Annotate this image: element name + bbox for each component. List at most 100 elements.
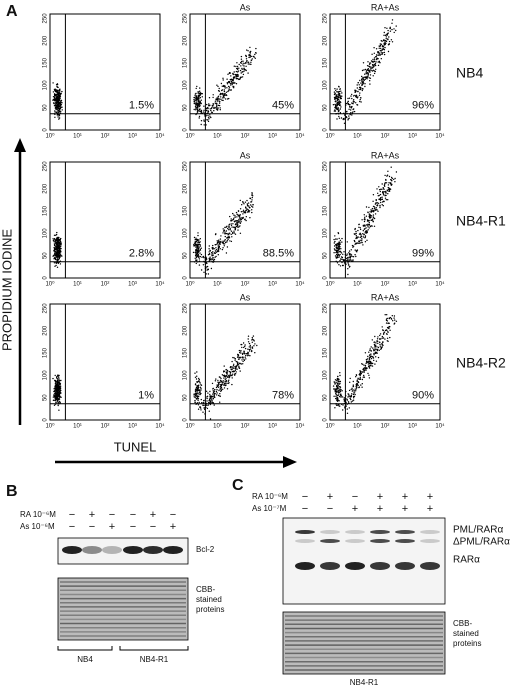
event-dot (373, 52, 375, 54)
event-dot (55, 402, 57, 404)
event-dot (245, 69, 247, 72)
event-dot (370, 350, 372, 352)
event-dot (240, 61, 242, 64)
event-dot (220, 386, 222, 389)
event-dot (351, 102, 353, 104)
event-dot (346, 408, 348, 410)
event-dot (251, 338, 254, 340)
event-dot (355, 390, 357, 392)
event-dot (229, 374, 231, 376)
panel-label: B (6, 483, 18, 500)
event-dot (241, 204, 243, 206)
event-dot (55, 376, 58, 378)
event-dot (60, 101, 62, 103)
event-dot (348, 394, 350, 396)
event-dot (203, 260, 205, 263)
event-dot (339, 92, 341, 95)
event-dot (242, 62, 244, 64)
event-dot (375, 61, 377, 63)
event-dot (377, 342, 379, 345)
event-dot (333, 91, 336, 93)
event-dot (207, 404, 210, 406)
treatment-label: As (240, 292, 251, 302)
event-dot (338, 378, 340, 381)
event-dot (225, 374, 227, 377)
event-dot (337, 400, 339, 402)
event-dot (339, 374, 341, 377)
event-dot (337, 232, 340, 235)
event-dot (334, 407, 336, 409)
event-dot (364, 367, 367, 370)
event-dot (383, 39, 385, 41)
event-dot (226, 371, 228, 374)
event-dot (55, 254, 58, 257)
event-dot (249, 344, 251, 347)
event-dot (59, 106, 61, 108)
event-dot (380, 347, 383, 350)
event-dot (228, 82, 231, 84)
event-dot (251, 55, 253, 58)
event-dot (250, 204, 252, 206)
group-bracket (119, 646, 189, 651)
event-dot (199, 238, 201, 240)
event-dot (366, 219, 369, 221)
event-dot (214, 102, 216, 104)
event-dot (243, 351, 245, 353)
event-dot (237, 74, 239, 76)
y-tick-label: 250 (323, 13, 329, 24)
event-dot (243, 352, 245, 355)
event-dot (231, 82, 234, 84)
x-tick-label: 10³ (128, 424, 137, 430)
event-dot (59, 402, 61, 404)
event-dot (340, 256, 343, 258)
event-dot (355, 235, 357, 237)
event-dot (204, 266, 206, 268)
event-dot (210, 396, 213, 398)
event-dot (335, 385, 338, 388)
event-dot (210, 107, 213, 110)
event-dot (339, 405, 341, 407)
treatment-label: RA+As (371, 2, 400, 12)
event-dot (219, 395, 221, 397)
event-dot (341, 241, 343, 243)
event-dot (347, 264, 350, 266)
event-dot (368, 361, 370, 363)
event-dot (243, 67, 245, 70)
event-dot (231, 84, 233, 86)
event-dot (226, 382, 228, 384)
event-dot (61, 109, 63, 111)
event-dot (60, 92, 62, 95)
event-dot (211, 254, 213, 256)
event-dot (363, 364, 365, 366)
x-axis-label: TUNEL (114, 439, 157, 454)
event-dot (218, 102, 221, 104)
event-dot (206, 103, 208, 106)
event-dot (59, 253, 62, 255)
event-dot (58, 403, 60, 405)
event-dot (223, 387, 226, 389)
event-dot (220, 240, 222, 243)
event-dot (229, 373, 232, 375)
x-tick-label: 10¹ (353, 282, 362, 288)
event-dot (379, 44, 382, 47)
event-dot (217, 247, 219, 249)
event-dot (369, 355, 371, 357)
event-dot (343, 259, 346, 261)
event-dot (380, 43, 383, 45)
event-dot (337, 389, 339, 392)
event-dot (196, 104, 198, 106)
arrow-head (14, 138, 26, 152)
event-dot (197, 404, 200, 406)
event-dot (212, 390, 214, 392)
event-dot (337, 107, 339, 109)
event-dot (213, 260, 215, 263)
event-dot (378, 198, 381, 200)
event-dot (384, 27, 386, 29)
event-dot (247, 351, 249, 353)
event-dot (357, 377, 359, 379)
event-dot (375, 48, 378, 50)
event-dot (56, 248, 58, 251)
event-dot (204, 408, 206, 411)
event-dot (56, 382, 58, 384)
event-dot (387, 38, 389, 41)
